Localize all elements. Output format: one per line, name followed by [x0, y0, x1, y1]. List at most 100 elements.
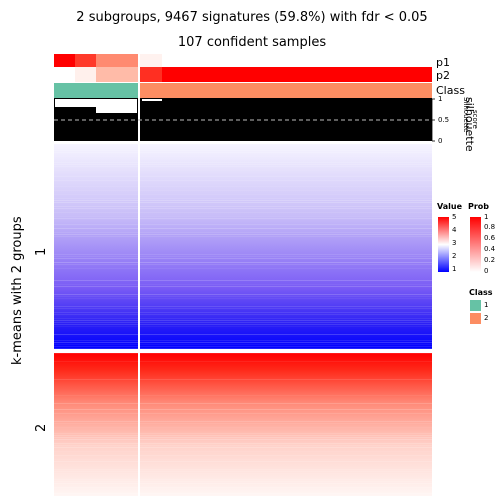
p1-cell [140, 54, 162, 67]
heatmap-row-texture [54, 346, 432, 347]
heatmap-row-texture [54, 435, 432, 436]
silhouette-bars [54, 98, 435, 142]
heatmap-row-texture [54, 152, 432, 153]
heatmap-row-texture [54, 427, 432, 428]
heatmap-row-texture [54, 224, 432, 225]
heatmap-row-texture [54, 395, 432, 396]
chart-title: 2 subgroups, 9467 signatures (59.8%) wit… [76, 10, 428, 25]
p2-cell [75, 67, 96, 82]
p1-cell [162, 54, 432, 67]
class-legend-key-1 [470, 300, 481, 311]
prob-tick: 0.6 [484, 234, 496, 242]
heatmap-row-texture [54, 216, 432, 217]
heatmap-row-texture [54, 353, 432, 354]
heatmap-row-texture [54, 433, 432, 434]
value-tick: 4 [452, 226, 457, 234]
heatmap-row-texture [54, 286, 432, 287]
heatmap-row-texture [54, 262, 432, 263]
heatmap-row-texture [54, 473, 432, 474]
heatmap-row-texture [54, 162, 432, 163]
heatmap-row-texture [54, 340, 432, 341]
heatmap-row-texture [54, 314, 432, 315]
p1-label: p1 [436, 56, 450, 69]
class-cell-2 [140, 83, 432, 98]
silhouette-bar-gap [142, 99, 162, 101]
heatmap-row-texture [54, 471, 432, 472]
heatmap-row-texture [54, 413, 432, 414]
heatmap-row-texture [54, 487, 432, 488]
heatmap-row-texture [54, 206, 432, 207]
heatmap-block-g1-c2 [140, 144, 432, 349]
p2-cell [162, 67, 432, 82]
prob-legend-bar [470, 217, 481, 272]
heatmap-row-texture [54, 148, 432, 149]
heatmap-row-texture [54, 264, 432, 265]
p1-cell [96, 54, 138, 67]
class-column-separator [138, 144, 140, 496]
heatmap-row-texture [54, 344, 432, 345]
heatmap-row-texture [54, 479, 432, 480]
heatmap-row-texture [54, 312, 432, 313]
heatmap-row-texture [54, 202, 432, 203]
heatmap-row-texture [54, 190, 432, 191]
chart-subtitle: 107 confident samples [177, 35, 327, 50]
heatmap-row-texture [54, 180, 432, 181]
value-tick: 3 [452, 239, 457, 247]
class-label: Class [436, 84, 465, 97]
value-tick: 5 [452, 213, 457, 221]
class-legend-label-1: 1 [484, 301, 489, 309]
heatmap-block-g1-c1 [54, 144, 138, 349]
heatmap-row-texture [54, 493, 432, 494]
heatmap-row-texture [54, 218, 432, 219]
heatmap-row-texture [54, 322, 432, 323]
heatmap-row-texture [54, 232, 432, 233]
heatmap-row-texture [54, 284, 432, 285]
heatmap-row-texture [54, 324, 432, 325]
heatmap-block-g2-c1 [54, 353, 138, 496]
heatmap-row-texture [54, 212, 432, 213]
heatmap-row-texture [54, 423, 432, 424]
heatmap-row-texture [54, 334, 432, 335]
heatmap-row-texture [54, 198, 432, 199]
prob-legend-title: Prob [468, 202, 490, 211]
heatmap-row-texture [54, 170, 432, 171]
heatmap-row-texture [54, 403, 432, 404]
heatmap-row-texture [54, 320, 432, 321]
class-legend-title: Class [469, 288, 493, 297]
heatmap-row-texture [54, 379, 432, 380]
heatmap-row-texture [54, 326, 432, 327]
heatmap-row-texture [54, 459, 432, 460]
heatmap-row-texture [54, 481, 432, 482]
p2-label: p2 [436, 69, 450, 82]
prob-tick: 1 [484, 213, 489, 221]
heatmap-row-texture [54, 296, 432, 297]
heatmap-row-texture [54, 447, 432, 448]
heatmap-row-texture [54, 455, 432, 456]
heatmap-row-texture [54, 294, 432, 295]
silhouette-bar-gap [96, 107, 137, 113]
heatmap-row-texture [54, 469, 432, 470]
p1-cell [54, 54, 75, 67]
heatmap-row-texture [54, 236, 432, 237]
p1-annotation-row [54, 54, 432, 67]
heatmap-row-texture [54, 348, 432, 349]
heatmap-row-texture [54, 439, 432, 440]
p2-cell [140, 67, 162, 82]
p2-cell [54, 67, 75, 82]
heatmap-row-texture [54, 164, 432, 165]
heatmap-row-texture [54, 318, 432, 319]
heatmap-row-texture [54, 483, 432, 484]
value-legend-title: Value [437, 202, 463, 211]
heatmap-row-texture [54, 461, 432, 462]
heatmap-row-texture [54, 258, 432, 259]
heatmap-row-texture [54, 254, 432, 255]
heatmap-texture [54, 144, 432, 496]
prob-tick: 0.4 [484, 245, 496, 253]
heatmap-row-texture [54, 361, 432, 362]
heatmap-row-texture [54, 409, 432, 410]
heatmap-row-texture [54, 421, 432, 422]
heatmap-row-texture [54, 200, 432, 201]
prob-tick: 0.8 [484, 223, 496, 231]
heatmap-row-texture [54, 268, 432, 269]
heatmap-row-texture [54, 228, 432, 229]
